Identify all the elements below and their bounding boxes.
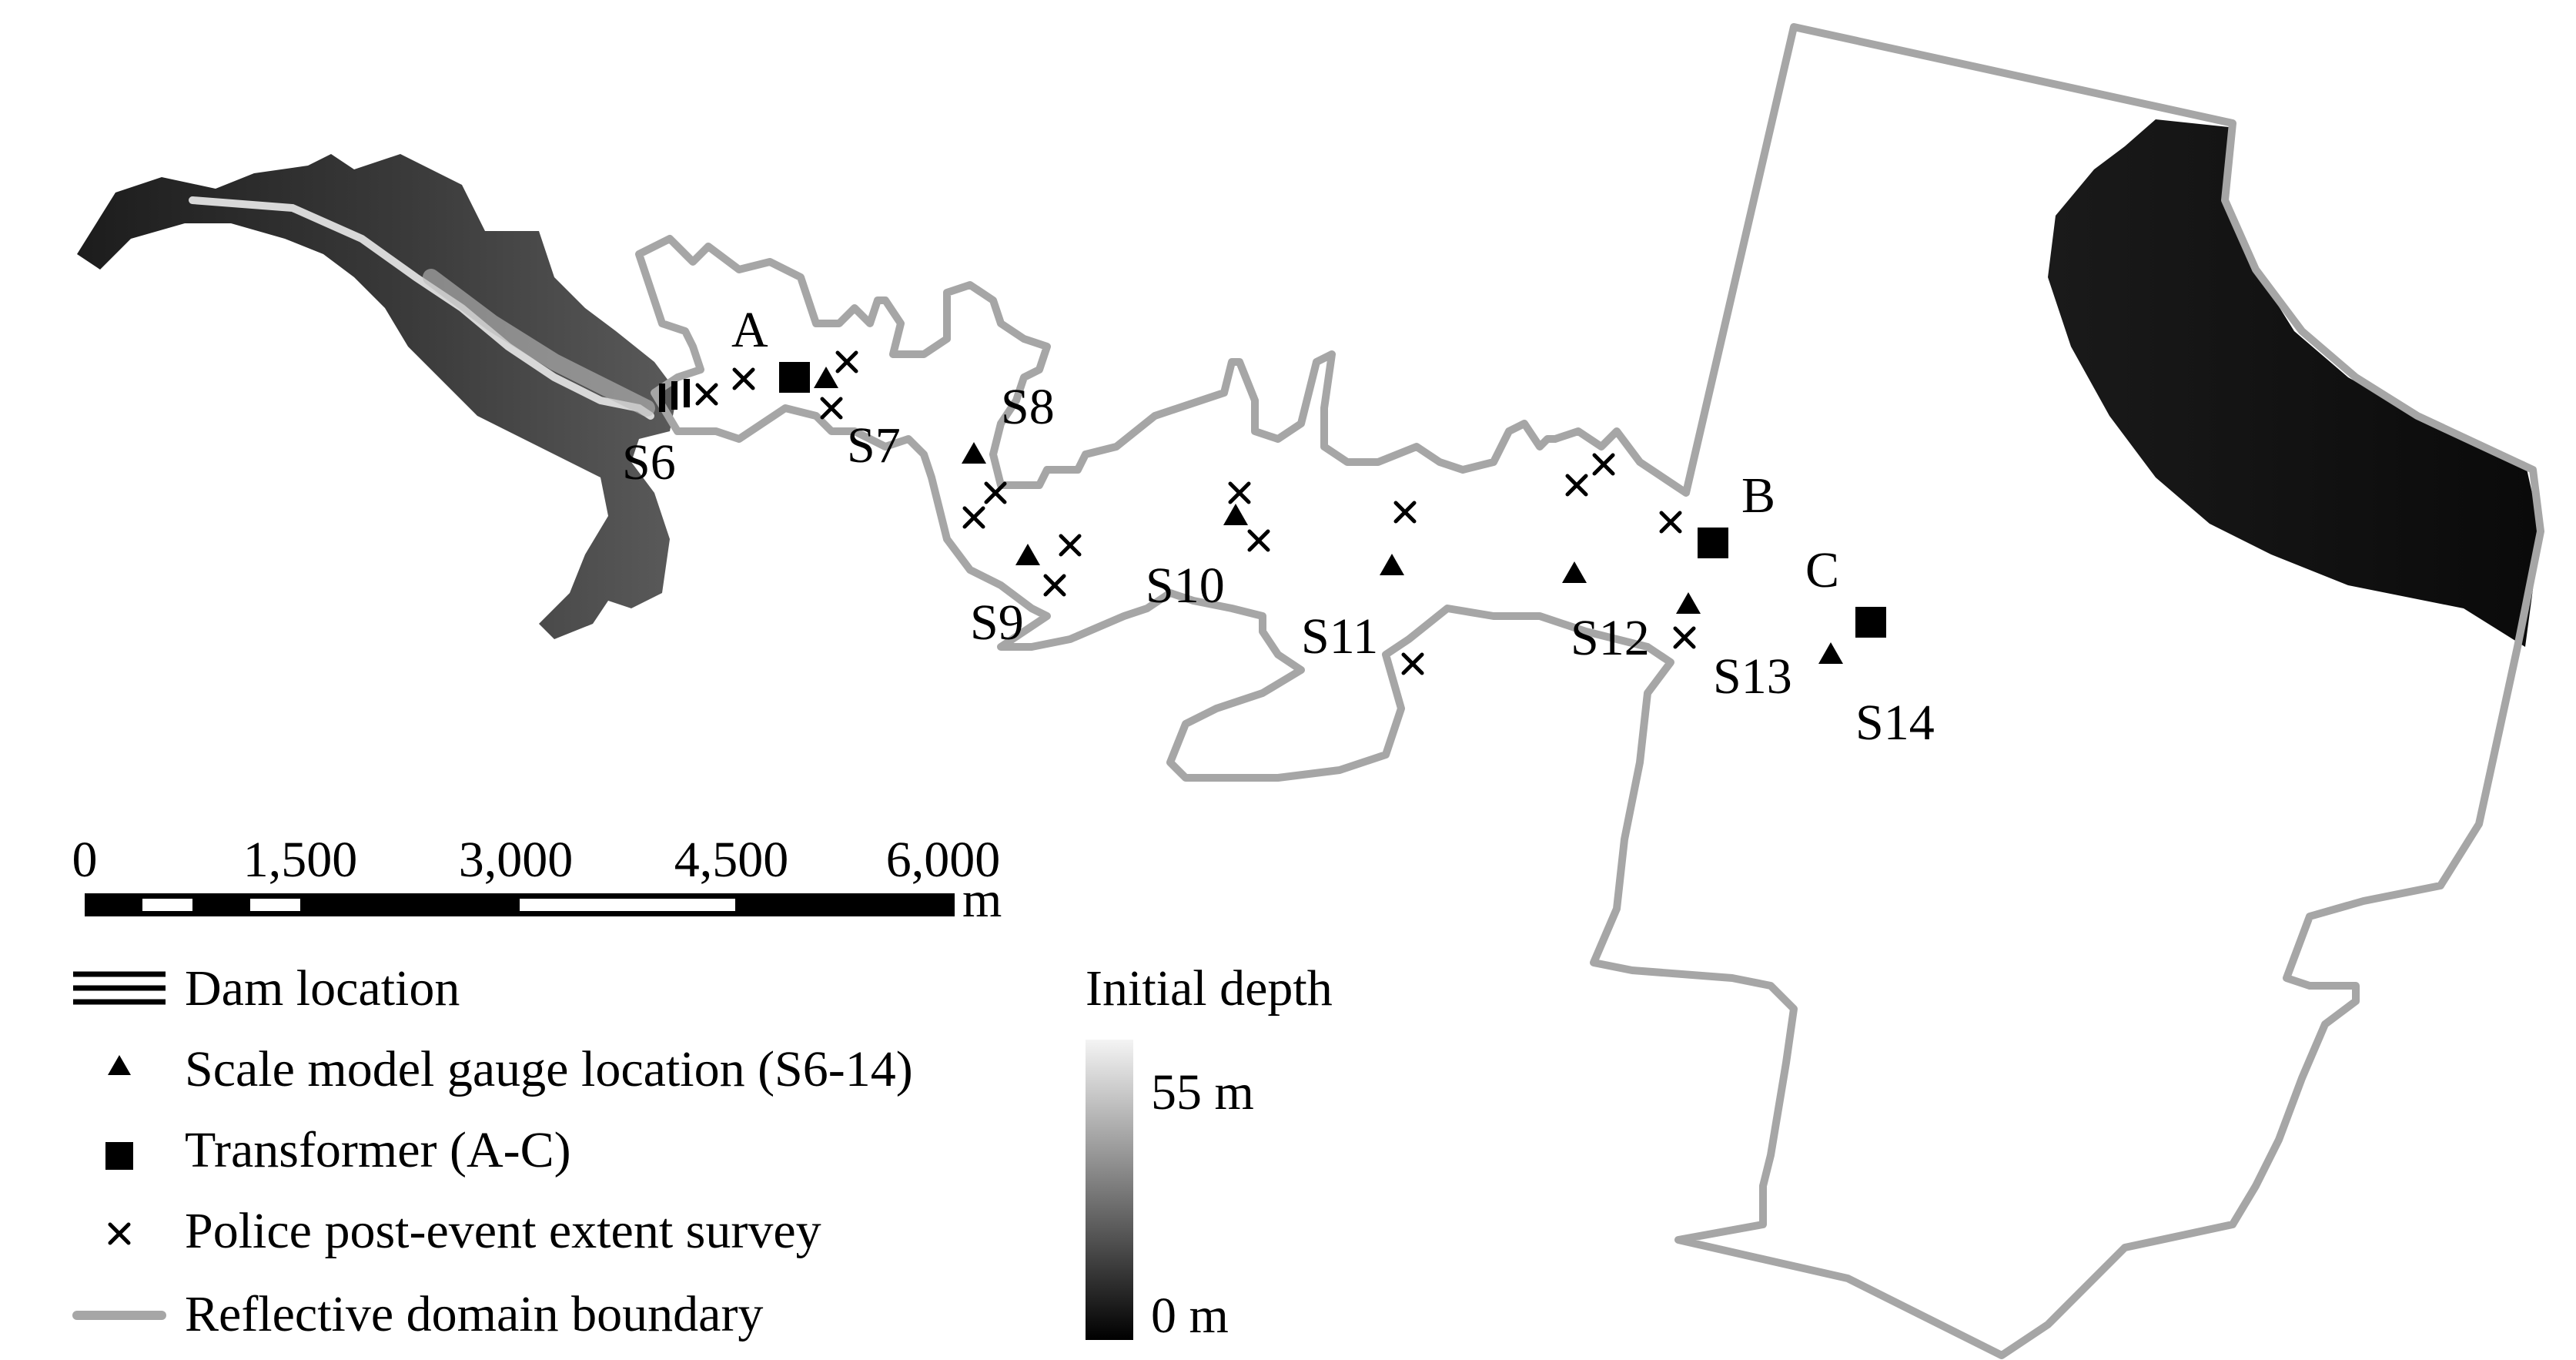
transformer-label-a: A (731, 302, 768, 358)
transformer-label-b: B (1741, 467, 1775, 524)
transformer-marker (1698, 528, 1728, 558)
scale-tick-0: 0 (72, 832, 98, 888)
gauge-marker (962, 442, 986, 464)
gauge-label-s8: S8 (1001, 379, 1055, 435)
scale-tick-4500: 4,500 (674, 832, 789, 888)
scale-tick-6000: 6,000 (886, 832, 1001, 888)
sea-region (2048, 119, 2541, 647)
scale-tick-1500: 1,500 (243, 832, 358, 888)
legend: Dam location Scale model gauge location … (72, 960, 913, 1342)
survey-marker (1043, 574, 1066, 597)
scale-unit: m (962, 872, 1002, 928)
gauge-marker (1562, 561, 1587, 583)
survey-marker (1673, 626, 1696, 649)
legend-survey-label: Police post-event extent survey (185, 1203, 821, 1259)
survey-marker (695, 383, 718, 406)
gauge-labels: S6 S7 S8 S9 S10 S11 S12 S13 S14 (622, 379, 1935, 751)
gauge-label-s7: S7 (847, 417, 901, 474)
survey-marker (732, 367, 755, 390)
dam-symbol (659, 379, 690, 412)
depth-colour-ramp (1086, 1040, 1133, 1340)
depth-legend: Initial depth 55 m 0 m (1086, 960, 1333, 1344)
survey-marker (1401, 652, 1424, 675)
depth-max-label: 55 m (1151, 1064, 1254, 1120)
legend-transformer-symbol (105, 1142, 133, 1170)
gauge-marker (814, 367, 838, 388)
scale-tick-3000: 3,000 (459, 832, 574, 888)
domain-boundary (635, 23, 2544, 1359)
legend-transformer-label: Transformer (A-C) (185, 1122, 571, 1178)
survey-marker (1592, 453, 1615, 476)
survey-marker (962, 506, 985, 529)
transformer-marker (1855, 607, 1886, 638)
gauge-label-s6: S6 (622, 434, 676, 491)
legend-survey-symbol (108, 1222, 131, 1245)
depth-legend-title: Initial depth (1086, 960, 1333, 1017)
gauge-label-s14: S14 (1855, 695, 1935, 751)
transformer-labels: A B C (731, 302, 1839, 598)
survey-marker (1247, 529, 1270, 552)
survey-marker (1565, 474, 1588, 497)
transformer-marker (779, 362, 810, 393)
depth-min-label: 0 m (1151, 1288, 1229, 1344)
survey-marker (1659, 511, 1682, 534)
gauge-marker (1380, 554, 1404, 575)
gauge-label-s13: S13 (1713, 648, 1792, 705)
gauge-label-s10: S10 (1146, 558, 1225, 614)
legend-gauge-label: Scale model gauge location (S6-14) (185, 1041, 913, 1097)
reservoir (77, 154, 677, 639)
scale-bar: 0 1,500 3,000 4,500 6,000 m (72, 832, 1002, 928)
gauge-marker (1818, 642, 1843, 664)
legend-boundary-label: Reflective domain boundary (185, 1286, 763, 1342)
gauge-marker (1223, 504, 1248, 525)
survey-marker (1059, 534, 1082, 557)
survey-marker (1228, 481, 1251, 504)
legend-dam-symbol (73, 971, 166, 1005)
gauge-marker (1015, 544, 1040, 565)
transformer-label-c: C (1805, 542, 1839, 598)
survey-points (695, 350, 1696, 675)
gauge-markers (814, 367, 1843, 664)
legend-gauge-symbol (108, 1055, 131, 1075)
survey-marker (984, 481, 1007, 504)
legend-dam-label: Dam location (185, 960, 460, 1017)
survey-marker (835, 350, 858, 373)
survey-marker (1393, 501, 1417, 524)
survey-marker (820, 397, 843, 420)
transformer-markers (779, 362, 1886, 638)
gauge-label-s9: S9 (970, 595, 1024, 651)
gauge-label-s11: S11 (1301, 608, 1378, 665)
gauge-marker (1676, 592, 1701, 614)
gauge-label-s12: S12 (1571, 610, 1650, 666)
